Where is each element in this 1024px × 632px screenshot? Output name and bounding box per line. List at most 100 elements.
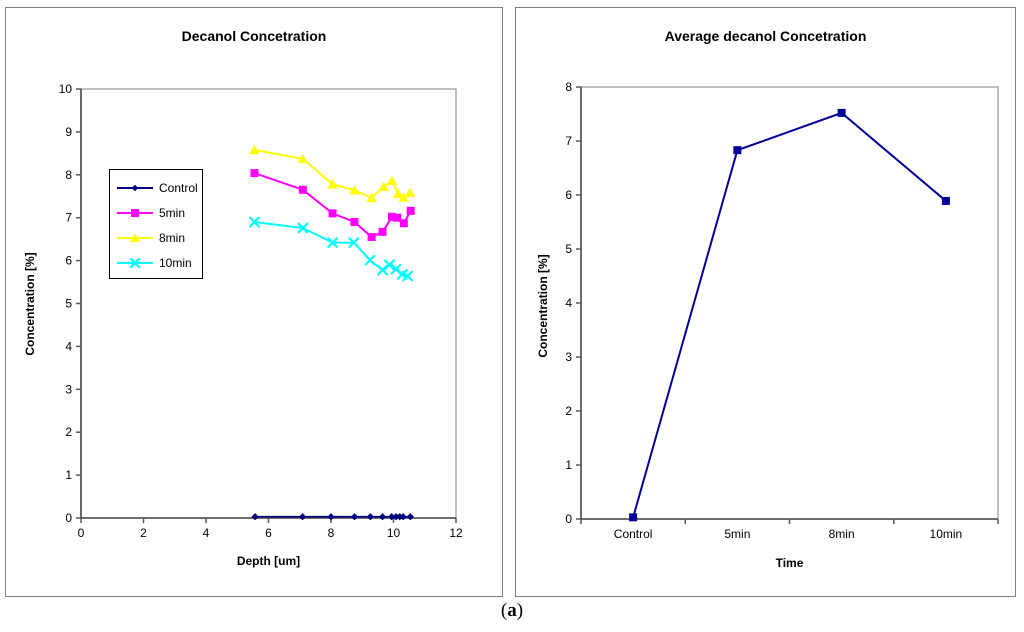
legend-item-5min: 5min [116,200,202,225]
series-8min [249,144,416,203]
diamond-marker [378,513,387,521]
diamond-marker [350,513,359,521]
x-marker [129,257,141,268]
legend-label: 8min [159,230,186,245]
square-legend-icon [117,208,153,217]
y-tick-label: 6 [565,188,572,202]
triangle-marker [386,175,398,186]
triangle-marker [327,179,338,189]
triangle-marker [366,192,377,203]
x-marker [364,254,376,266]
y-tick-label: 9 [65,125,72,139]
triangle-marker [130,232,140,242]
legend-item-8min: 8min [116,225,202,250]
square-marker [399,219,408,228]
y-tick-label: 0 [65,511,72,525]
diamond-marker [131,184,139,191]
right-chart-plot: 0 1 2 3 4 5 6 7 8 Control 5min 8min 10min [565,80,999,541]
square-marker [298,185,307,194]
y-tick-label: 4 [565,296,572,310]
triangle-marker [249,144,260,155]
x-tick-label: 12 [449,526,463,540]
y-tick-label: 10 [59,82,73,96]
right-chart-x-axis-label: Time [775,556,804,570]
y-tick-label: 8 [565,80,572,94]
diamond-marker [366,513,374,521]
triangle-marker [297,153,309,164]
diamond-marker [251,513,259,521]
triangle-marker [398,192,410,202]
left-chart-panel: Decanol Concetration Concentration [%] D… [5,7,503,597]
legend-item-10min: 10min [116,250,202,275]
y-tick-label: 6 [65,254,72,268]
x-tick-label: 0 [78,526,85,540]
axes [580,87,998,520]
x-category-label: 5min [724,527,750,541]
x-marker [297,222,309,234]
square-marker [350,217,359,226]
right-chart-panel: Average decanol Concetration Concentrati… [515,7,1016,597]
y-tick-label: 1 [65,468,72,482]
series-average [629,108,950,522]
series-line [632,111,947,518]
triangle-marker [404,187,416,198]
square-marker [733,146,742,155]
series-5min [250,169,415,242]
square-marker [131,208,139,217]
square-marker [367,233,376,242]
diamond-marker [298,513,307,521]
y-tick-label: 2 [65,425,72,439]
legend-item-control: Control [116,175,202,200]
caption-open-paren: ( [500,600,508,621]
square-marker [629,513,638,522]
x-category-label: 10min [930,527,963,541]
x-tick-label: 4 [203,526,210,540]
y-tick-label: 0 [565,512,572,526]
caption-close-paren: ) [516,600,524,621]
diamond-marker [406,513,414,521]
x-marker [348,237,360,248]
plot-area-border [580,86,999,520]
y-tick-label: 3 [565,350,572,364]
legend-label: Control [159,180,198,195]
square-marker [378,227,387,236]
triangle-marker [349,185,360,195]
x-marker [249,216,260,228]
y-tick-label: 7 [65,211,72,225]
right-chart-title: Average decanol Concetration [664,28,867,44]
triangle-marker [392,188,404,198]
diamond-marker [399,513,407,521]
x-tick-label: 6 [265,526,272,540]
x-marker [402,270,413,282]
y-tick-label: 3 [65,382,72,396]
x-category-label: 8min [829,527,855,541]
triangle-marker [378,181,389,192]
x-category-label: Control [614,527,653,541]
y-tick-label: 8 [65,168,72,182]
y-tick-label: 2 [565,404,572,418]
left-chart-x-axis-label: Depth [um] [236,554,301,568]
square-marker [328,209,337,218]
legend-label: 10min [159,255,192,270]
series-10min [249,216,413,282]
figure-caption: (a) [0,600,1024,622]
square-marker [837,108,846,117]
x-marker [377,264,388,276]
y-tick-label: 4 [65,339,72,353]
y-tick-label: 5 [65,297,72,311]
square-marker [250,169,259,178]
left-chart-title: Decanol Concetration [181,28,327,44]
y-tick-label: 1 [565,458,572,472]
square-marker [393,213,402,222]
legend-label: 5min [159,205,186,220]
square-marker [941,196,950,205]
caption-letter: a [507,600,517,621]
left-chart-legend: Control 5min 8min 10min [109,169,203,279]
x-marker [327,237,338,248]
diamond-marker [327,513,335,521]
series-control [251,513,414,521]
diamond-marker [388,513,396,521]
x-marker [384,259,395,271]
